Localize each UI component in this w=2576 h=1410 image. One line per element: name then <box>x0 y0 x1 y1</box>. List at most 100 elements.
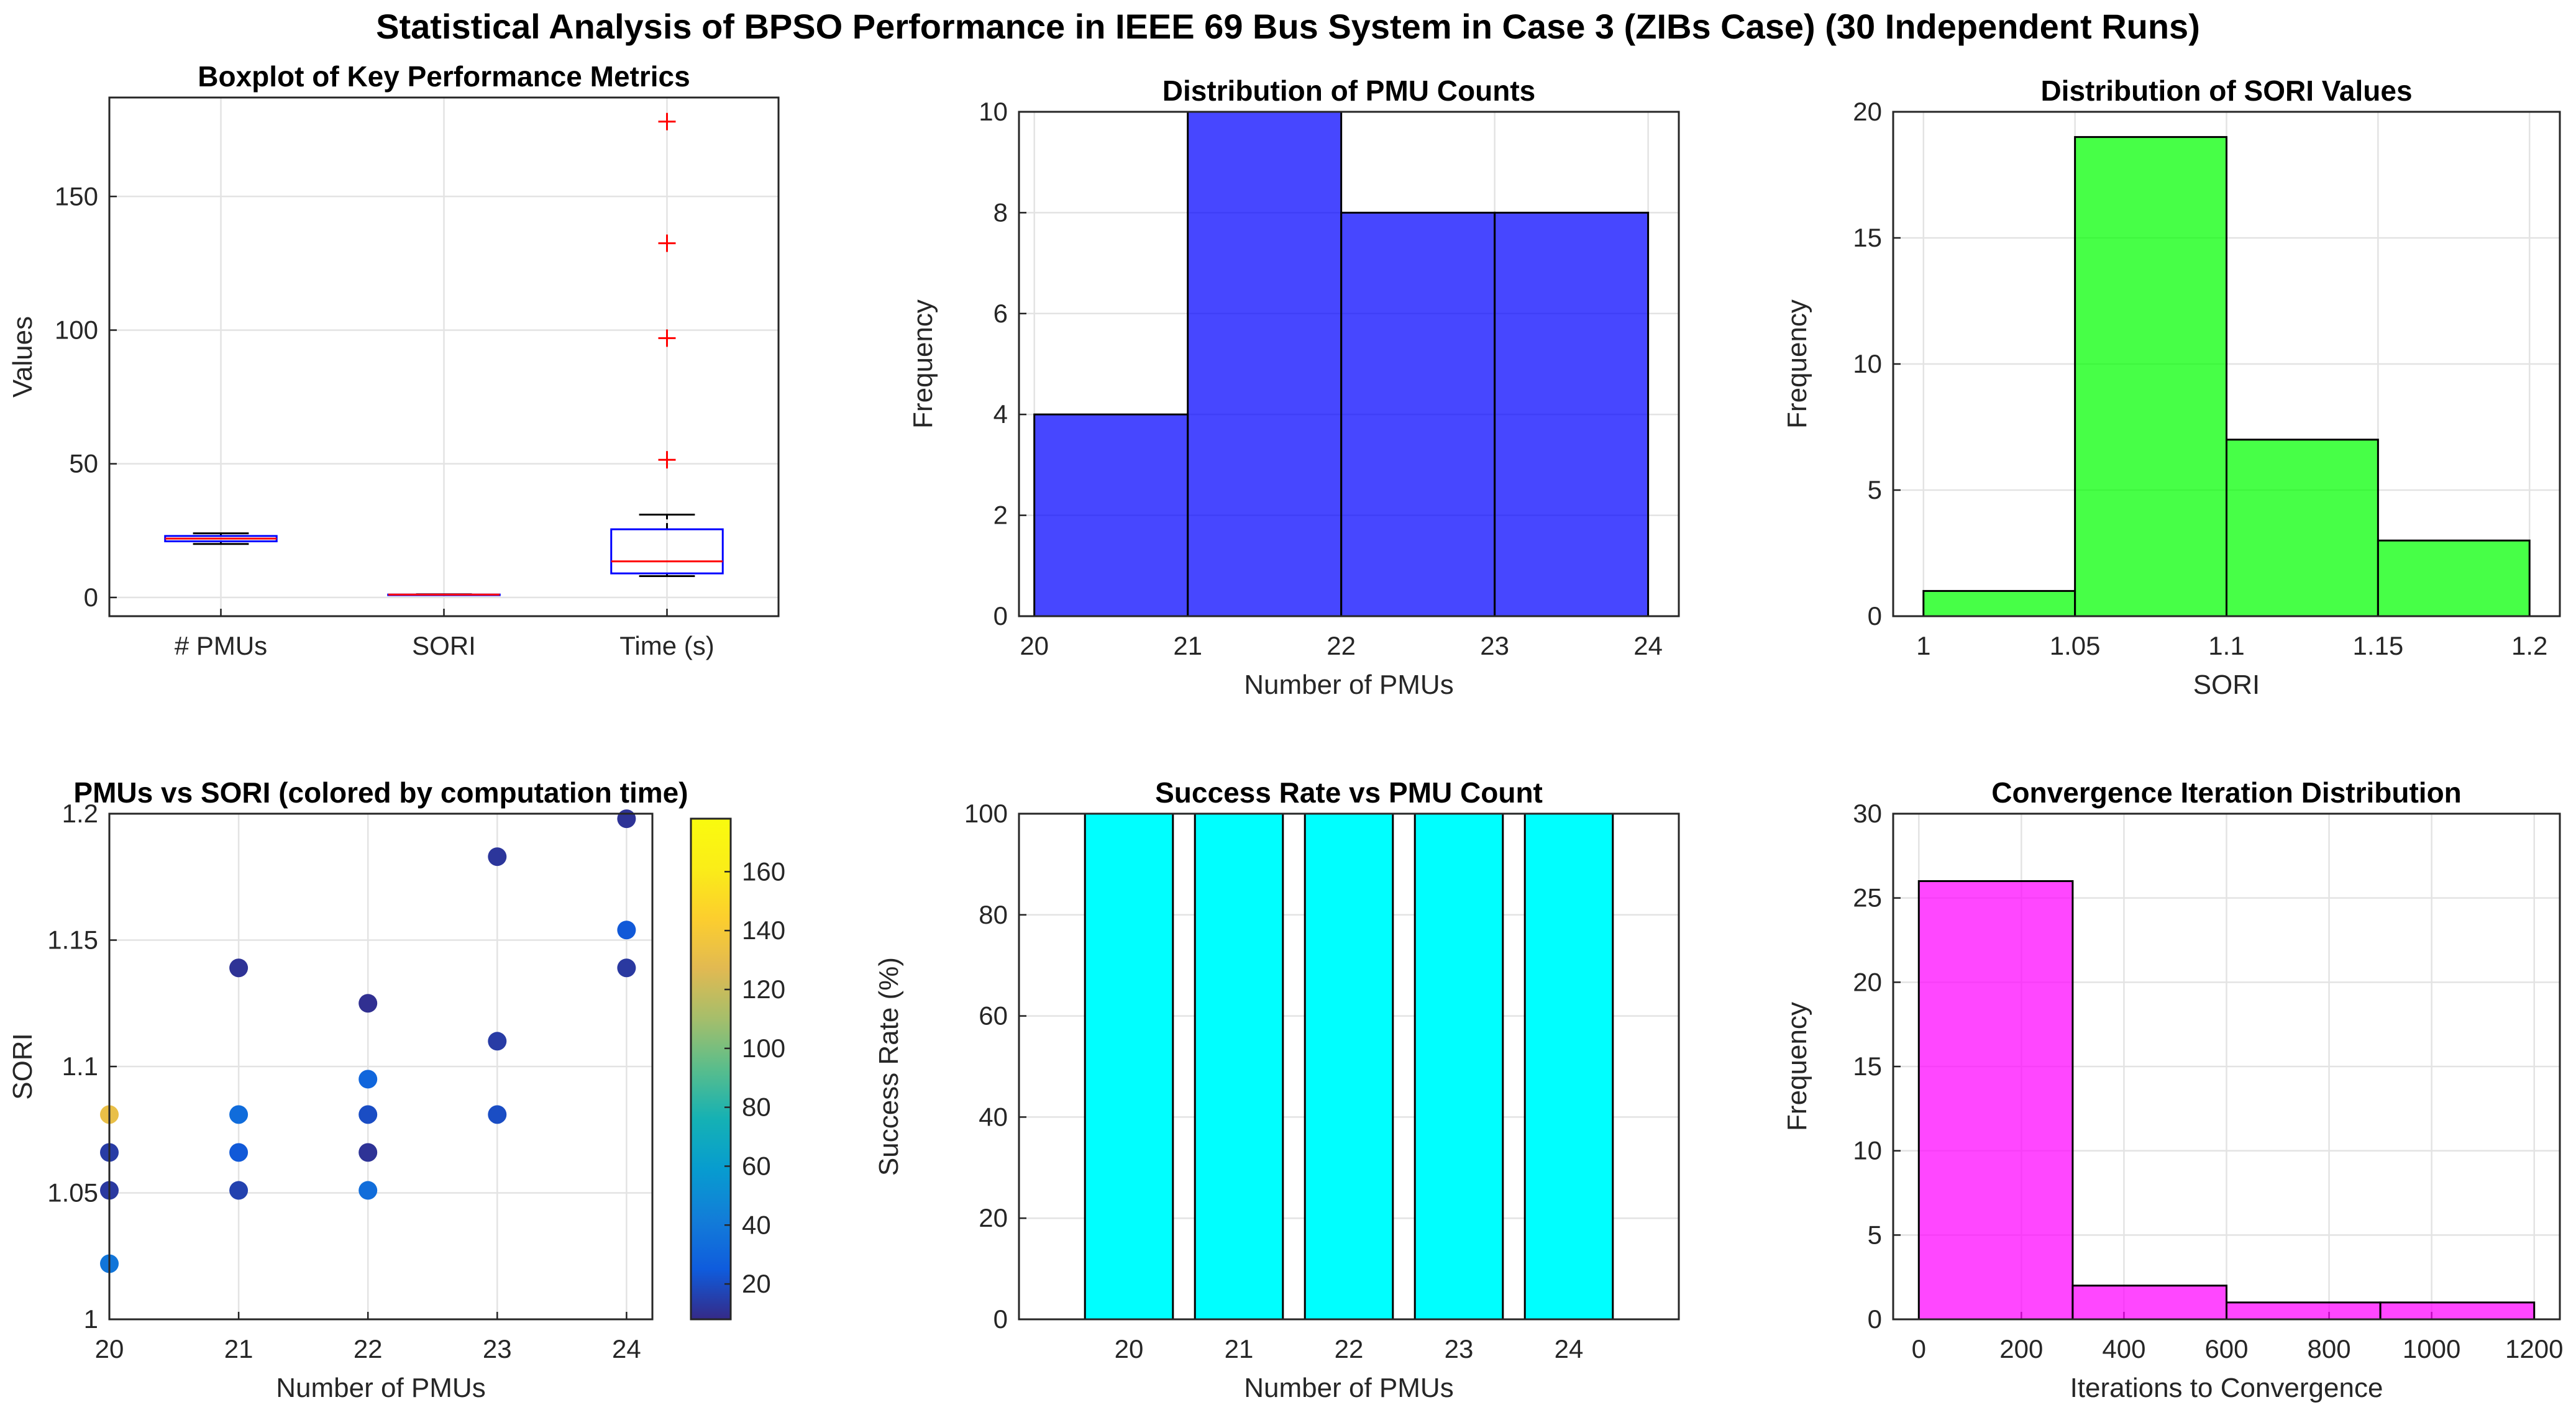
success-bar-24 <box>1523 812 1614 1321</box>
sori_hist-ytick-label: 20 <box>1853 97 1882 126</box>
colorbar-tick-label: 140 <box>742 916 785 945</box>
conv_hist-bin-1 <box>1917 880 2074 1321</box>
conv_hist-xtick-label: 1200 <box>2505 1334 2563 1363</box>
conv_hist-ytick-label: 30 <box>1853 799 1882 828</box>
boxplot-frame <box>108 96 780 617</box>
scatter-point <box>359 1105 378 1124</box>
pmu_hist-bin-2 <box>1187 111 1343 617</box>
success-bar-20 <box>1084 812 1174 1321</box>
pmu_hist-ytick-label: 10 <box>979 97 1008 126</box>
scatter-point <box>229 1143 249 1162</box>
conv_hist-xtick-label: 800 <box>2308 1334 2351 1363</box>
scatter-point <box>488 847 507 866</box>
conv_hist-ytick-label: 10 <box>1853 1136 1882 1165</box>
success-xtick-label: 23 <box>1445 1334 1474 1363</box>
scatter-point <box>359 994 378 1013</box>
conv_hist-xtick-label: 600 <box>2204 1334 2248 1363</box>
sori_hist-title: Distribution of SORI Values <box>2040 75 2412 107</box>
colorbar-gradient <box>690 817 732 1321</box>
colorbar-tick-label: 100 <box>742 1034 785 1063</box>
sori_hist-xtick-label: 1.05 <box>2050 631 2101 660</box>
boxplot-xtick-label: SORI <box>412 631 476 660</box>
colorbar: 20 40 60 80 100 120 140 160 <box>690 817 785 1321</box>
pmu_hist-xlabel: Number of PMUs <box>1244 670 1453 700</box>
colorbar-tick-label: 20 <box>742 1269 771 1298</box>
conv_hist-bin-2 <box>2071 1285 2227 1321</box>
scatter-xtick-label: 24 <box>612 1334 641 1363</box>
pmu_hist-xtick-label: 23 <box>1480 631 1509 660</box>
colorbar-tick-label: 80 <box>742 1093 771 1122</box>
sori_hist-bin-1 <box>1922 589 2076 617</box>
sori_hist-bin-4 <box>2377 539 2531 617</box>
scatter-point <box>488 1105 507 1124</box>
sori_hist-ytick-label: 0 <box>1868 601 1882 630</box>
conv_hist-title: Convergence Iteration Distribution <box>1991 776 2462 809</box>
success-ytick-label: 60 <box>979 1001 1008 1030</box>
conv_hist-xtick-label: 200 <box>1999 1334 2043 1363</box>
success-bar-23 <box>1414 812 1504 1321</box>
scatter-point <box>359 1070 378 1089</box>
sori_hist-xlabel: SORI <box>2193 670 2260 700</box>
boxplot-iqr-box <box>610 528 724 575</box>
scatter-xtick-label: 22 <box>354 1334 383 1363</box>
success-xtick-label: 24 <box>1555 1334 1584 1363</box>
pmu_hist-ytick-label: 2 <box>993 501 1008 530</box>
success-xtick-label: 21 <box>1225 1334 1254 1363</box>
colorbar-tick-label: 120 <box>742 975 785 1004</box>
conv_hist-ytick-label: 20 <box>1853 967 1882 996</box>
success-ytick-label: 0 <box>993 1304 1008 1334</box>
pmu_hist-frame <box>1018 111 1680 617</box>
boxplot-box-2 <box>387 593 501 596</box>
boxplot-ytick-label: 100 <box>55 315 98 344</box>
scatter-xtick-label: 21 <box>224 1334 253 1363</box>
scatter-frame <box>108 812 654 1321</box>
colorbar-tick-label: 160 <box>742 857 785 886</box>
sori_hist-frame <box>1892 111 2561 617</box>
conv_hist-ytick-label: 0 <box>1868 1304 1882 1334</box>
boxplot-ylabel: Values <box>7 316 38 398</box>
conv_hist-xlabel: Iterations to Convergence <box>2070 1373 2383 1403</box>
success-xtick-label: 22 <box>1335 1334 1364 1363</box>
scatter-ytick-label: 1 <box>84 1304 98 1334</box>
sori_hist-ytick-label: 15 <box>1853 223 1882 252</box>
pmu_hist-ylabel: Frequency <box>908 299 938 429</box>
pmu_hist-ytick-label: 4 <box>993 399 1008 429</box>
conv_hist-frame <box>1892 812 2561 1321</box>
scatter-ytick-label: 1.1 <box>62 1052 98 1081</box>
sori_hist-xtick-label: 1.15 <box>2352 631 2403 660</box>
success-ytick-label: 80 <box>979 900 1008 929</box>
colorbar-tick-label: 40 <box>742 1210 771 1239</box>
success-title: Success Rate vs PMU Count <box>1155 776 1543 809</box>
pmu_hist-bin-1 <box>1033 413 1189 617</box>
boxplot-xtick-label: # PMUs <box>175 631 267 660</box>
boxplot-ytick-label: 50 <box>69 449 98 478</box>
conv_hist-ytick-label: 5 <box>1868 1220 1882 1249</box>
success-axes: 20 21 22 23 24 0 20 40 60 80 100 Success Rate vs PM… <box>874 776 1680 1403</box>
boxplot-outlier <box>658 234 676 252</box>
success-ylabel: Success Rate (%) <box>874 957 904 1176</box>
boxplot-box-3 <box>610 112 724 577</box>
scatter-point <box>359 1143 378 1162</box>
boxplot-outlier <box>658 329 676 347</box>
sori_hist-xtick-label: 1.1 <box>2208 631 2244 660</box>
sori_hist-bin-2 <box>2074 136 2228 617</box>
scatter-ytick-label: 1.05 <box>47 1178 98 1208</box>
pmu_hist-xtick-label: 21 <box>1173 631 1202 660</box>
conv_hist-bin-3 <box>2226 1301 2382 1321</box>
scatter-point <box>229 1105 249 1124</box>
sori_hist-ylabel: Frequency <box>1782 299 1812 429</box>
conv_hist-ytick-label: 15 <box>1853 1052 1882 1081</box>
scatter-xtick-label: 20 <box>95 1334 124 1363</box>
sori_hist-bin-3 <box>2226 439 2379 617</box>
scatter-ytick-label: 1.15 <box>47 926 98 955</box>
pmu_hist-title: Distribution of PMU Counts <box>1162 75 1535 107</box>
pmu_hist-bin-3 <box>1340 211 1496 617</box>
scatter-point <box>617 958 636 978</box>
success-ytick-label: 40 <box>979 1102 1008 1131</box>
conv_hist-xtick-label: 1000 <box>2403 1334 2460 1363</box>
sori_hist-xtick-label: 1.2 <box>2511 631 2547 660</box>
sori_hist-ytick-label: 5 <box>1868 475 1882 504</box>
